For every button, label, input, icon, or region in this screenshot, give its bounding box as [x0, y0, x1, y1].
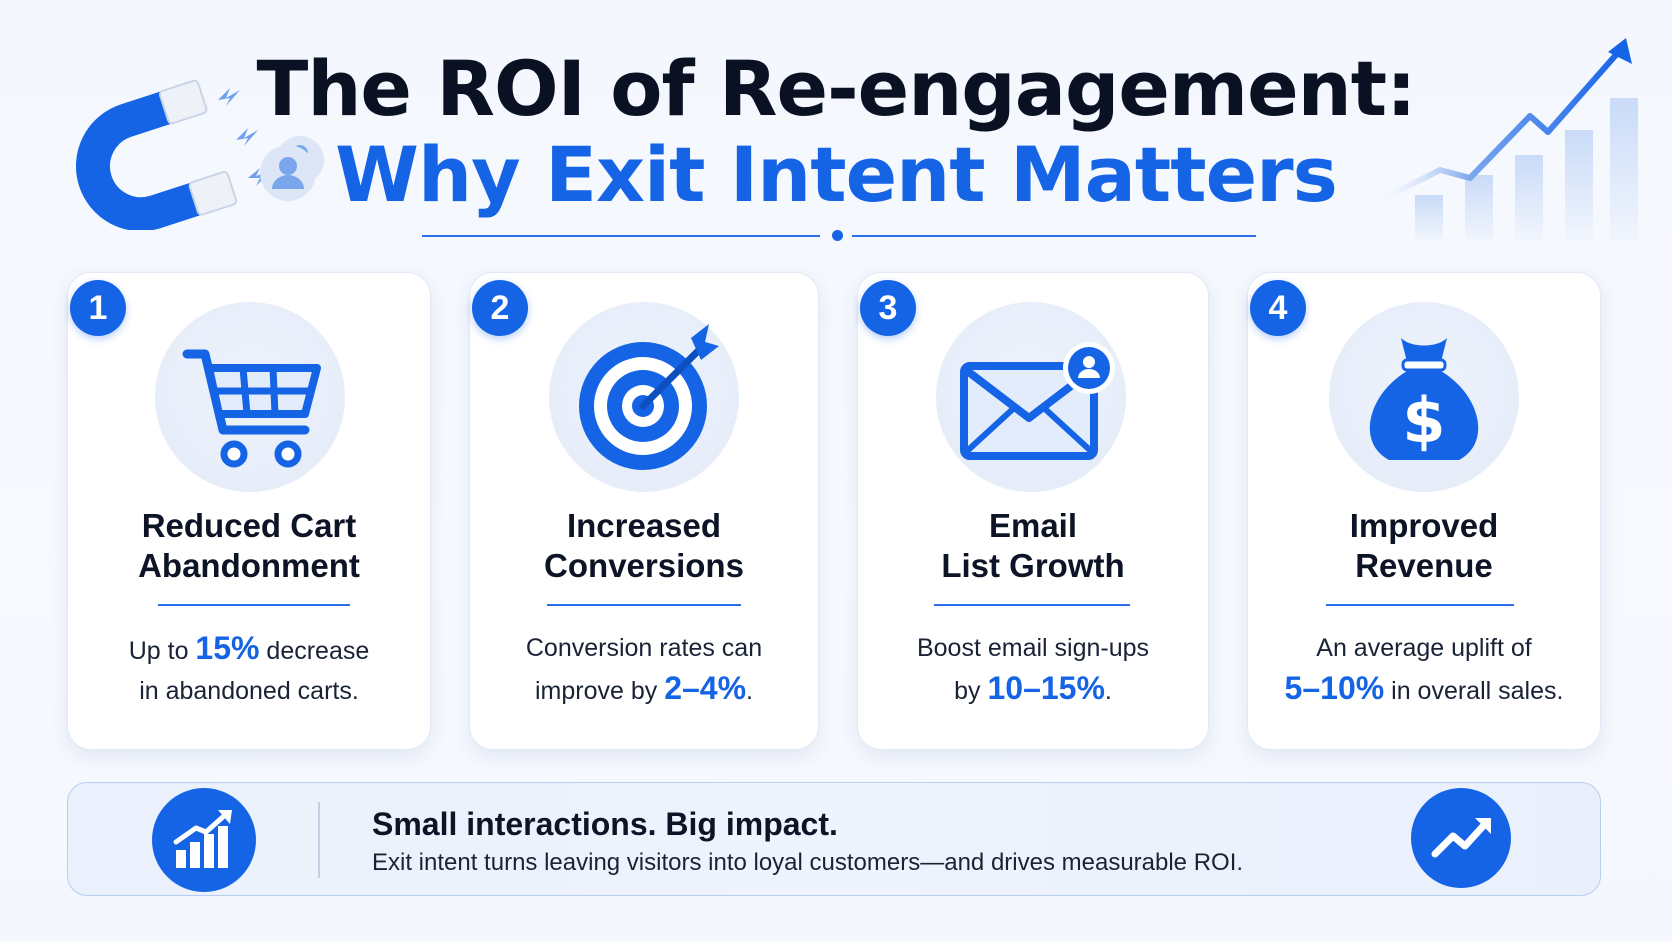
trend-up-icon	[1431, 818, 1491, 858]
card-rule	[158, 604, 350, 606]
card-title-line: Email	[988, 507, 1078, 544]
card-title: Increased Conversions	[469, 506, 819, 586]
card-icon-circle	[155, 302, 345, 492]
title-divider-dot	[832, 230, 843, 241]
desc-text: decrease	[259, 637, 370, 665]
desc-text: An average uplift of	[1316, 634, 1532, 662]
banner-subtext: Exit intent turns leaving visitors into …	[372, 849, 1244, 876]
desc-text: .	[746, 677, 753, 705]
card-description: Conversion rates can improve by 2–4%.	[469, 628, 819, 711]
money-bag-icon: $	[1369, 338, 1479, 460]
card-title-line: Improved	[1349, 507, 1499, 544]
desc-text: improve by	[534, 677, 665, 705]
desc-highlight: 10–15%	[987, 670, 1105, 706]
card-title-line: Abandonment	[138, 547, 360, 584]
desc-highlight: 15%	[195, 630, 260, 666]
card-title: Reduced Cart Abandonment	[67, 506, 431, 586]
page-title: The ROI of Re-engagement:	[256, 44, 1416, 133]
desc-text: by	[954, 677, 988, 705]
bottom-banner	[67, 782, 1601, 896]
desc-text: Boost email sign-ups	[916, 634, 1150, 662]
desc-text: .	[1104, 677, 1112, 705]
svg-text:$: $	[1402, 384, 1445, 457]
desc-text: Up to	[128, 637, 196, 665]
card-title: Improved Revenue	[1247, 506, 1601, 586]
title-divider-right	[852, 235, 1256, 237]
card-title-line: Reduced Cart	[141, 507, 357, 544]
banner-separator	[318, 802, 320, 878]
card-number-badge: 4	[1250, 280, 1306, 336]
user-avatar-icon	[260, 145, 316, 201]
desc-text: in abandoned carts.	[139, 677, 359, 705]
page-subtitle: Why Exit Intent Matters	[335, 130, 1338, 219]
shopping-cart-icon	[182, 349, 321, 468]
card-title: Email List Growth	[857, 506, 1209, 586]
card-description: Up to 15% decrease in abandoned carts.	[67, 628, 431, 711]
card-number-badge: 1	[70, 280, 126, 336]
card-description: Boost email sign-ups by 10–15%.	[857, 628, 1209, 711]
growth-chart-icon	[1367, 38, 1638, 240]
card-title-line: Conversions	[544, 547, 744, 584]
card-rule	[1326, 604, 1514, 606]
card-number-badge: 2	[472, 280, 528, 336]
card-rule	[934, 604, 1130, 606]
card-title-line: Revenue	[1355, 547, 1493, 584]
target-icon	[579, 324, 719, 470]
trend-circle	[1411, 788, 1511, 888]
desc-text: Conversion rates can	[525, 634, 763, 662]
card-rule	[547, 604, 741, 606]
card-description: An average uplift of 5–10% in overall sa…	[1247, 628, 1601, 711]
card-icon-circle: $	[1329, 302, 1519, 492]
desc-highlight: 5–10%	[1284, 670, 1385, 706]
desc-text: in overall sales.	[1384, 677, 1564, 705]
bar-chart-circle	[152, 788, 256, 892]
title-divider-left	[422, 235, 820, 237]
card-title-line: List Growth	[941, 547, 1125, 584]
bar-chart-growth-icon	[173, 810, 232, 868]
banner-headline: Small interactions. Big impact.	[372, 806, 838, 842]
card-icon-circle	[549, 302, 739, 492]
card-title-line: Increased	[566, 507, 722, 544]
email-user-icon	[960, 342, 1115, 460]
desc-highlight: 2–4%	[664, 670, 747, 706]
card-icon-circle	[936, 302, 1126, 492]
card-number-badge: 3	[860, 280, 916, 336]
